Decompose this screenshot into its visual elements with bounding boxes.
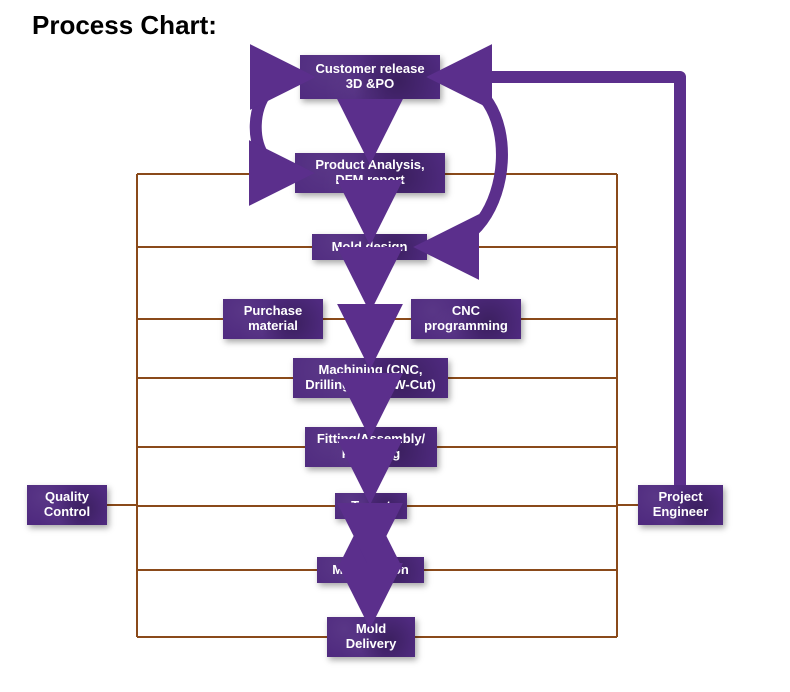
node-customer: Customer release 3D &PO bbox=[300, 55, 440, 99]
node-qc: Quality Control bbox=[27, 485, 107, 525]
node-tryout: Tryout bbox=[335, 493, 407, 519]
node-delivery: Mold Delivery bbox=[327, 617, 415, 657]
node-machining: Machining (CNC, Drilling, EDM, W-Cut) bbox=[293, 358, 448, 398]
node-mod: Modification bbox=[317, 557, 424, 583]
node-cnc: CNC programming bbox=[411, 299, 521, 339]
node-fitting: Fitting/Assembly/ Polishing bbox=[305, 427, 437, 467]
node-pe: Project Engineer bbox=[638, 485, 723, 525]
node-purchase: Purchase material bbox=[223, 299, 323, 339]
node-molddesign: Mold design bbox=[312, 234, 427, 260]
node-analysis: Product Analysis, DFM report bbox=[295, 153, 445, 193]
